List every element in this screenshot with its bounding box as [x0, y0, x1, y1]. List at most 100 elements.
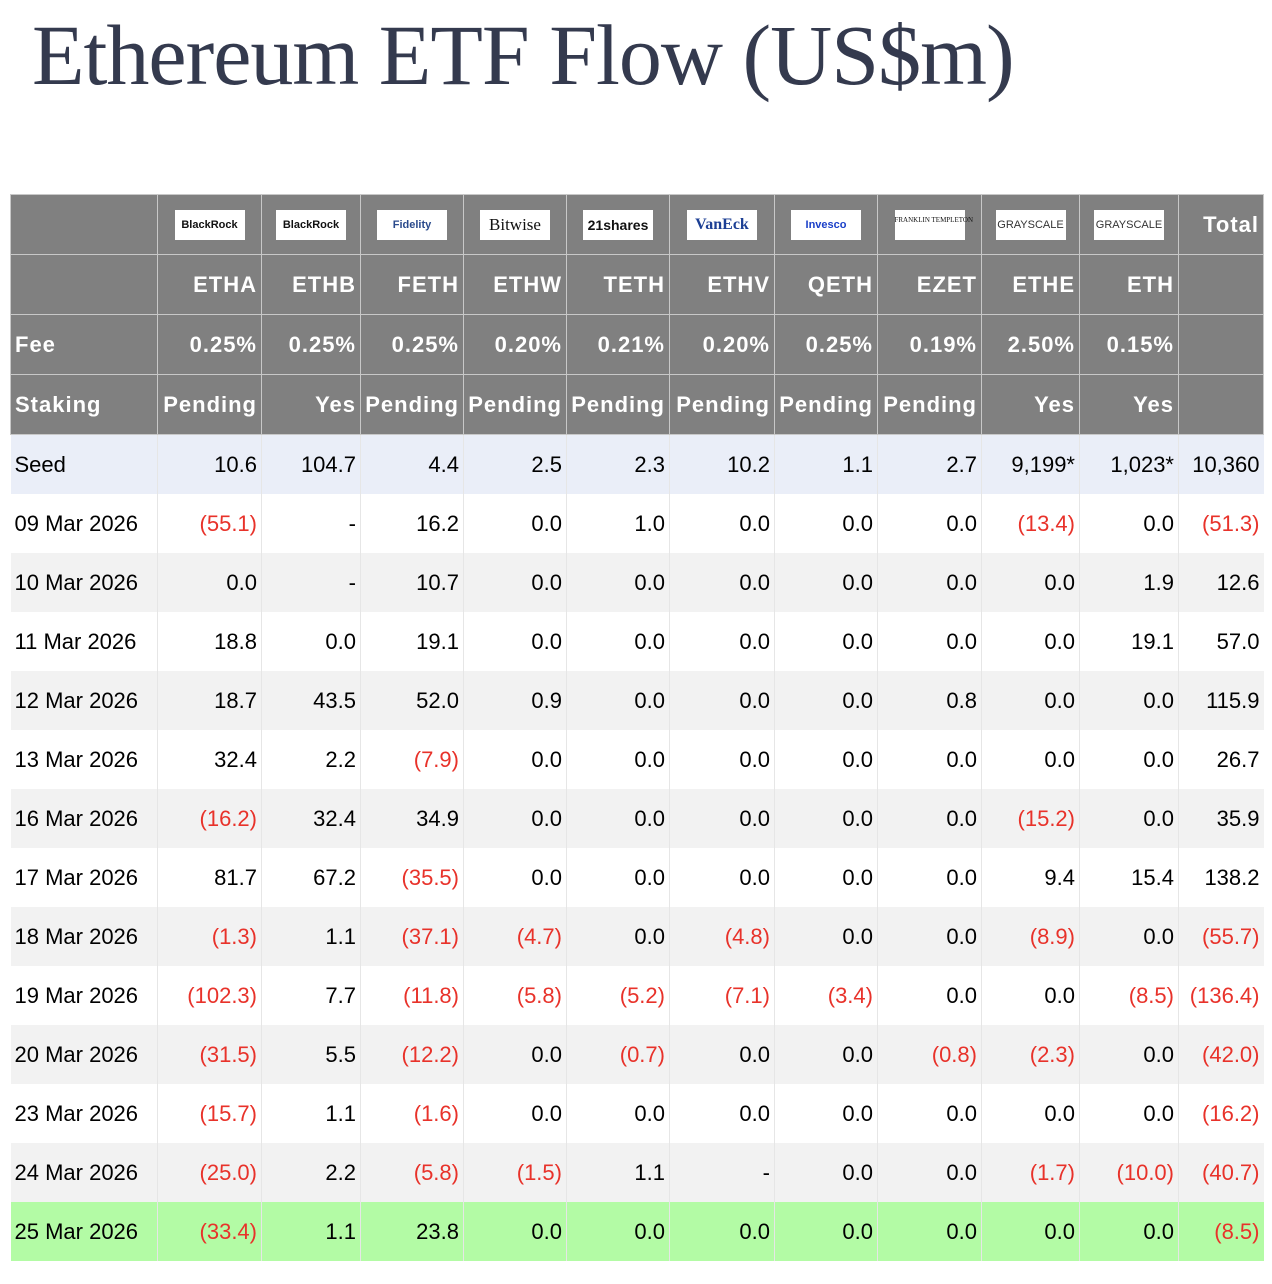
flow-cell: 19.1: [360, 612, 464, 671]
empty-cell: [1178, 314, 1264, 375]
fee-cell: 0.25%: [774, 314, 878, 375]
ticker-cell: EZET: [877, 254, 982, 315]
ticker-cell: TETH: [566, 254, 670, 315]
flow-cell: 0.0: [463, 730, 567, 789]
ticker-cell: ETHV: [669, 254, 775, 315]
flow-cell: 0.0: [669, 1084, 775, 1143]
table-row: 17 Mar 2026 81.7 67.2 (35.5) 0.0 0.0 0.0 0.0 0.0…: [10, 848, 1264, 907]
flow-cell: (102.3): [157, 966, 262, 1025]
flow-cell: 4.4: [360, 434, 464, 494]
flow-cell: 0.0: [1079, 789, 1179, 848]
flow-cell: 1.9: [1079, 553, 1179, 612]
flow-cell: (7.1): [669, 966, 775, 1025]
staking-cell: Pending: [669, 374, 775, 435]
flow-cell: 0.0: [774, 1143, 878, 1202]
flow-cell: 0.0: [774, 671, 878, 730]
flow-cell: (5.2): [566, 966, 670, 1025]
flow-cell: 0.0: [1079, 1025, 1179, 1084]
flow-cell: 1.1: [774, 434, 878, 494]
flow-cell: 10.7: [360, 553, 464, 612]
flow-cell: 0.0: [566, 612, 670, 671]
issuer-logo-cell: Fidelity: [360, 194, 464, 255]
fee-row: Fee 0.25% 0.25% 0.25% 0.20% 0.21% 0.20% 0.25% 0.…: [10, 314, 1264, 375]
flow-cell: 0.0: [774, 553, 878, 612]
flow-cell: 0.0: [566, 730, 670, 789]
grayscale-logo: GRAYSCALE: [1094, 209, 1164, 240]
flow-cell: 0.0: [981, 612, 1080, 671]
blackrock-logo: BlackRock: [276, 209, 346, 240]
ticker-cell: FETH: [360, 254, 464, 315]
flow-cell: 19.1: [1079, 612, 1179, 671]
row-date: 24 Mar 2026: [10, 1143, 158, 1202]
flow-cell: 0.0: [877, 848, 982, 907]
staking-cell: Pending: [877, 374, 982, 435]
fee-cell: 0.20%: [463, 314, 567, 375]
flow-cell: (15.2): [981, 789, 1080, 848]
staking-cell: Yes: [261, 374, 361, 435]
ticker-cell: QETH: [774, 254, 878, 315]
table-row: 24 Mar 2026 (25.0) 2.2 (5.8) (1.5) 1.1-0.0 0.0…: [10, 1143, 1264, 1202]
flow-cell: (25.0): [157, 1143, 262, 1202]
flow-cell: 10.2: [669, 434, 775, 494]
flow-cell: 0.0: [669, 494, 775, 553]
row-date: Seed: [10, 434, 158, 494]
seed-row: Seed 10.6 104.7 4.4 2.5 2.3 10.2 1.1 2.7 9,199* 1,…: [10, 434, 1264, 494]
flow-cell: 0.0: [463, 1202, 567, 1261]
flow-cell: 2.3: [566, 434, 670, 494]
fee-cell: 0.19%: [877, 314, 982, 375]
total-cell: (16.2): [1178, 1084, 1264, 1143]
flow-cell: 0.0: [774, 494, 878, 553]
grayscale-logo: GRAYSCALE: [995, 209, 1066, 240]
flow-cell: 0.0: [1079, 907, 1179, 966]
flow-cell: (15.7): [157, 1084, 262, 1143]
flow-cell: 9.4: [981, 848, 1080, 907]
flow-cell: (2.3): [981, 1025, 1080, 1084]
flow-cell: 1.1: [566, 1143, 670, 1202]
flow-cell: 0.0: [1079, 1202, 1179, 1261]
issuer-logo-cell: VanEck: [669, 194, 775, 255]
total-cell: (55.7): [1178, 907, 1264, 966]
flow-cell: 0.0: [877, 553, 982, 612]
flow-cell: 0.0: [1079, 671, 1179, 730]
flow-cell: 0.0: [877, 966, 982, 1025]
flow-cell: 0.0: [463, 612, 567, 671]
flow-cell: 0.0: [669, 1202, 775, 1261]
flow-cell: 2.5: [463, 434, 567, 494]
vaneck-logo: VanEck: [687, 209, 757, 240]
flow-cell: 2.2: [261, 730, 361, 789]
table-row: 18 Mar 2026 (1.3) 1.1 (37.1) (4.7) 0.0 (4.8) 0.…: [10, 907, 1264, 966]
flow-cell: (1.6): [360, 1084, 464, 1143]
table-row: 19 Mar 2026 (102.3) 7.7 (11.8) (5.8) (5.2) (7.…: [10, 966, 1264, 1025]
flow-cell: 16.2: [360, 494, 464, 553]
issuer-logo-cell: GRAYSCALE: [1079, 194, 1179, 255]
ticker-cell: ETHA: [157, 254, 262, 315]
flow-cell: (8.5): [1079, 966, 1179, 1025]
flow-cell: 1.1: [261, 1084, 361, 1143]
total-cell: 115.9: [1178, 671, 1264, 730]
flow-cell: 104.7: [261, 434, 361, 494]
row-date: 13 Mar 2026: [10, 730, 158, 789]
flow-cell: 0.0: [877, 1202, 982, 1261]
flow-cell: (33.4): [157, 1202, 262, 1261]
issuer-logo-row: BlackRock BlackRock Fidelity Bitwise 21share…: [10, 194, 1264, 255]
total-cell: 12.6: [1178, 553, 1264, 612]
flow-cell: 32.4: [157, 730, 262, 789]
flow-cell: 0.0: [877, 1143, 982, 1202]
flow-cell: (31.5): [157, 1025, 262, 1084]
table-row: 13 Mar 2026 32.4 2.2 (7.9) 0.0 0.0 0.0 0.0 0.0 0.…: [10, 730, 1264, 789]
flow-cell: 7.7: [261, 966, 361, 1025]
flow-cell: 0.0: [566, 553, 670, 612]
flow-cell: (1.7): [981, 1143, 1080, 1202]
ticker-cell: ETH: [1079, 254, 1179, 315]
flow-cell: (8.9): [981, 907, 1080, 966]
staking-row-label: Staking: [10, 374, 158, 435]
total-cell: (136.4): [1178, 966, 1264, 1025]
row-date: 11 Mar 2026: [10, 612, 158, 671]
flow-cell: 1.0: [566, 494, 670, 553]
fee-cell: 0.25%: [261, 314, 361, 375]
flow-cell: (16.2): [157, 789, 262, 848]
flow-cell: 0.0: [463, 848, 567, 907]
row-date: 19 Mar 2026: [10, 966, 158, 1025]
row-date: 10 Mar 2026: [10, 553, 158, 612]
flow-cell: 0.0: [566, 789, 670, 848]
